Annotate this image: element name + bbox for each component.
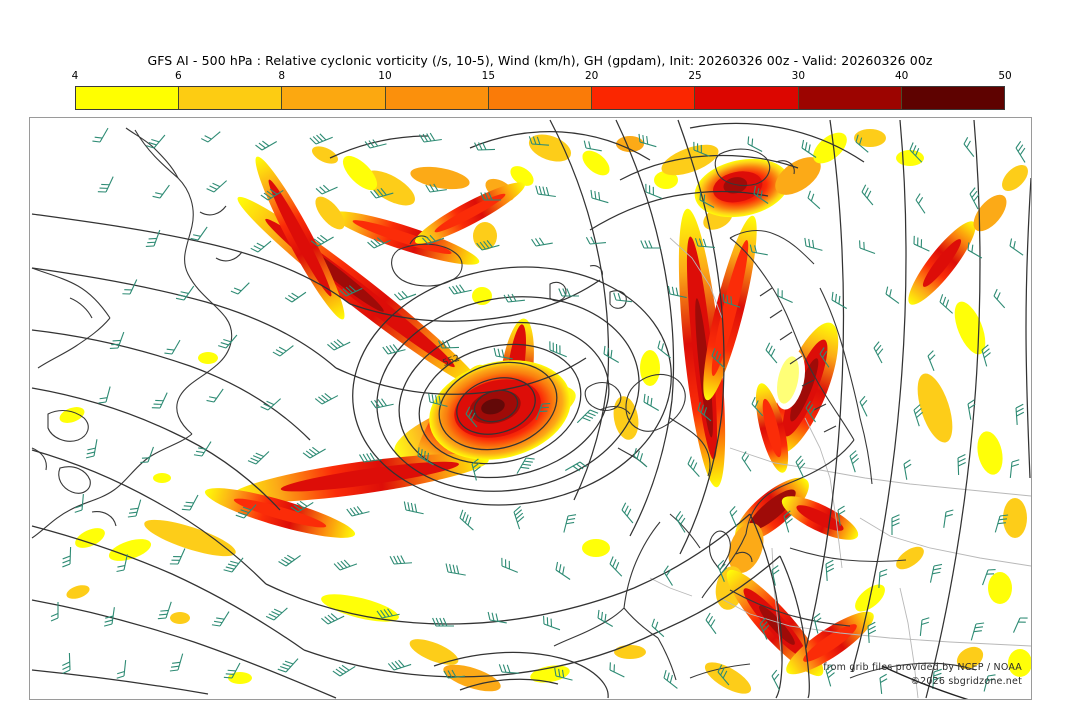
colorbar-tick-labels: 4 6 8 10 15 20 25 30 40 50: [71, 70, 1012, 84]
map-plot: 552: [30, 118, 1031, 699]
colorbar-gradient: [75, 86, 1005, 110]
colorbar-segment-1: [179, 87, 283, 109]
colorbar-tick-40: 40: [894, 70, 909, 82]
colorbar-tick-10: 10: [378, 70, 392, 82]
colorbar-tick-6: 6: [174, 70, 182, 82]
geopotential-height-contours-layer: 552: [31, 119, 1031, 699]
colorbar-segment-5: [592, 87, 696, 109]
colorbar-segment-2: [282, 87, 386, 109]
map-canvas[interactable]: 552: [29, 117, 1032, 700]
colorbar-tick-25: 25: [688, 70, 702, 82]
colorbar-segment-6: [695, 87, 799, 109]
colorbar-tick-15: 15: [481, 70, 496, 82]
colorbar-tick-8: 8: [278, 70, 285, 82]
colorbar-tick-50: 50: [998, 70, 1012, 82]
data-source-credit: from grib files provided by NCEP / NOAA: [823, 662, 1022, 673]
country-borders-layer: [649, 237, 1031, 699]
colorbar-segment-8: [901, 87, 1004, 109]
page-title: GFS AI - 500 hPa : Relative cyclonic vor…: [147, 53, 933, 68]
colorbar-segment-3: [385, 87, 489, 109]
colorbar-segment-7: [798, 87, 902, 109]
colorbar-tick-30: 30: [791, 70, 806, 82]
colorbar-tick-4: 4: [71, 70, 79, 82]
annotation-line: [881, 665, 969, 699]
colorbar-segment-4: [488, 87, 593, 109]
copyright-credit: ©2026 sbgridzone.net: [910, 676, 1022, 687]
colorbar-segment-0: [76, 87, 180, 109]
colorbar: 4 6 8 10 15 20 25 30 40 50: [72, 70, 1012, 110]
colorbar-tick-20: 20: [584, 70, 599, 82]
